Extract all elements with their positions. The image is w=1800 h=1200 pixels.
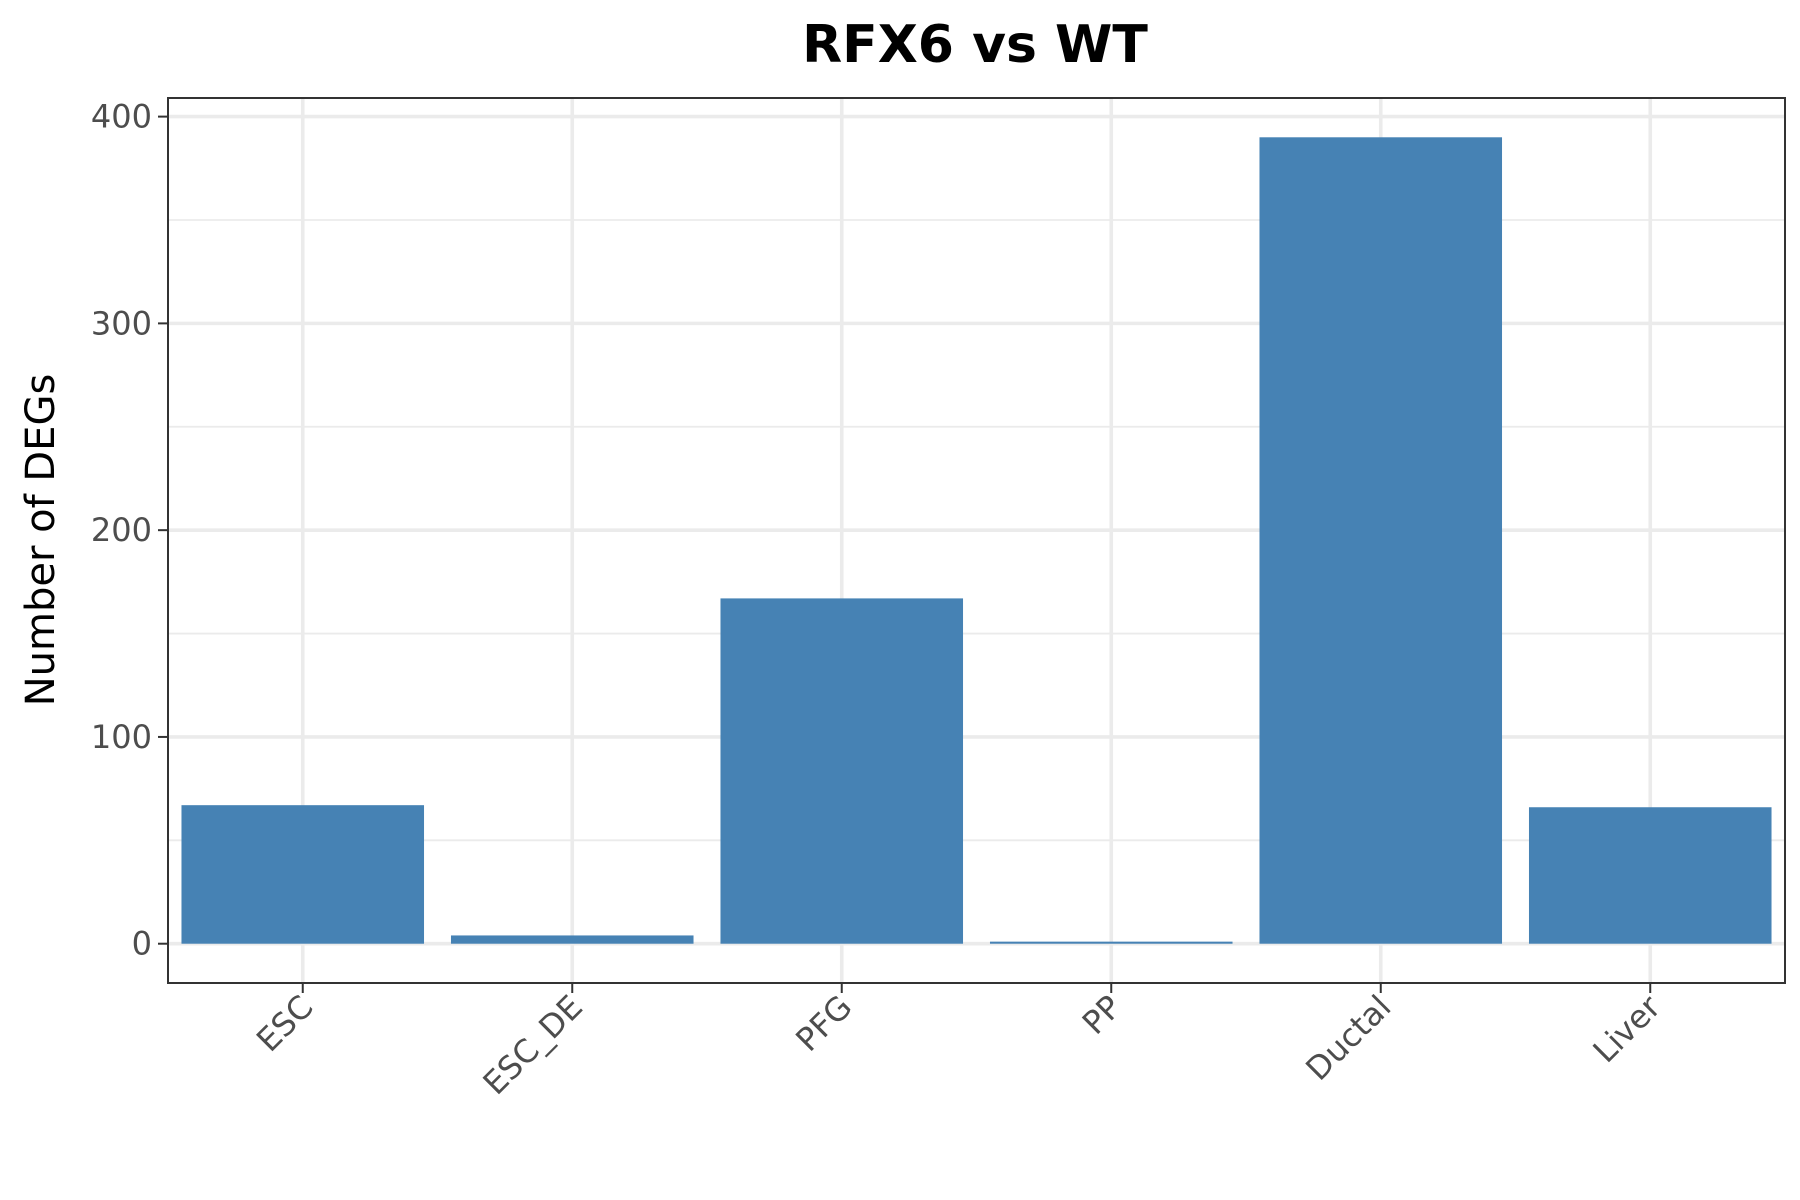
y-tick-label: 400 xyxy=(91,98,152,136)
y-tick-label: 300 xyxy=(91,304,152,342)
bar-pp xyxy=(989,941,1233,944)
y-axis: 0 100 200 300 400 xyxy=(91,98,168,963)
y-tick-label: 0 xyxy=(132,925,152,963)
chart-title: RFX6 vs WT xyxy=(802,15,1148,75)
bar-liver xyxy=(1528,807,1772,944)
plot-panel-border xyxy=(167,97,1786,984)
bar-pfg xyxy=(720,598,964,944)
y-tick-label: 200 xyxy=(91,511,152,549)
bar-esc-de xyxy=(450,935,694,944)
bar-ductal xyxy=(1259,137,1503,944)
bar-esc xyxy=(181,805,425,944)
y-axis-title: Number of DEGs xyxy=(18,374,64,707)
y-tick-label: 100 xyxy=(91,718,152,756)
bars xyxy=(181,137,1772,944)
